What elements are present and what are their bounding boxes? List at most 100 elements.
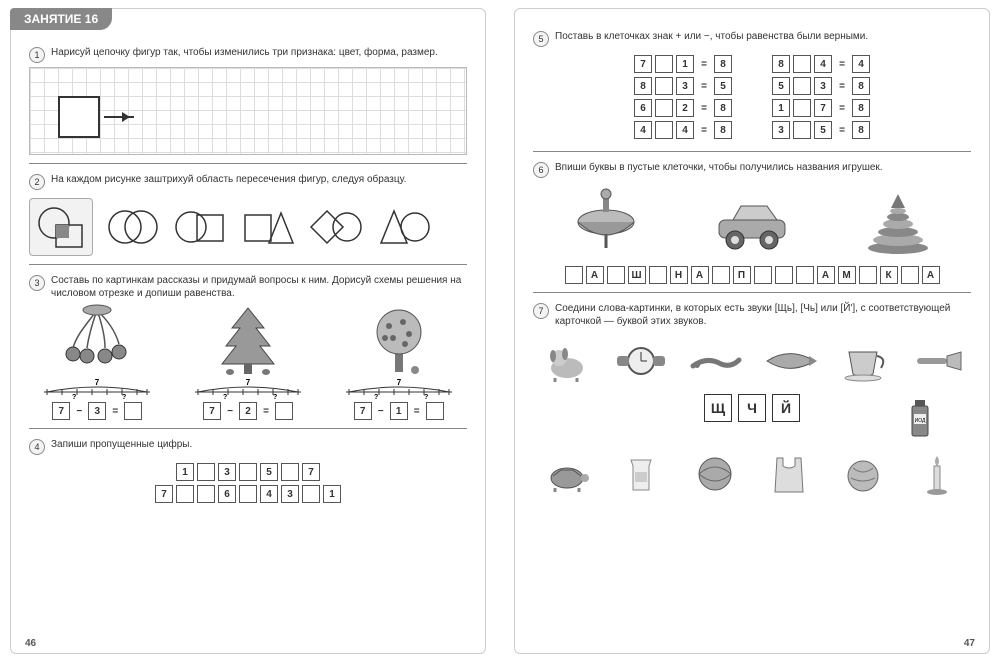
sign-cell-blank[interactable] bbox=[793, 55, 811, 73]
sign-cell-blank[interactable] bbox=[793, 99, 811, 117]
puppy-icon[interactable] bbox=[539, 338, 595, 384]
svg-text:7: 7 bbox=[95, 378, 100, 387]
eq-cell: 7 bbox=[52, 402, 70, 420]
number-cell[interactable] bbox=[239, 463, 257, 481]
t4-row-1[interactable]: 1357 bbox=[176, 463, 320, 481]
task-5: 5 Поставь в клеточках знак + или −, чтоб… bbox=[533, 31, 971, 152]
number-cell[interactable] bbox=[239, 485, 257, 503]
t5-equation[interactable]: 17=8 bbox=[772, 99, 870, 117]
turtle-icon[interactable] bbox=[539, 450, 595, 496]
letter-cell-blank[interactable] bbox=[649, 266, 667, 284]
number-cell: 6 bbox=[218, 485, 236, 503]
letter-cell-blank[interactable] bbox=[712, 266, 730, 284]
fig-circle-square[interactable] bbox=[171, 201, 229, 253]
sign-cell-blank[interactable] bbox=[793, 77, 811, 95]
fig-circles[interactable] bbox=[103, 201, 161, 253]
cabbage-icon[interactable] bbox=[835, 450, 891, 496]
letter-cell: Н bbox=[670, 266, 688, 284]
number-cell[interactable] bbox=[281, 463, 299, 481]
letter-cell: А bbox=[586, 266, 604, 284]
number-cell: 8 bbox=[852, 99, 870, 117]
number-line: 7 ? ? bbox=[193, 378, 303, 400]
number-cell: 4 bbox=[852, 55, 870, 73]
task-7: 7 Соедини слова-картинки, в которых есть… bbox=[533, 303, 971, 510]
t4-row-2[interactable]: 76431 bbox=[155, 485, 341, 503]
candle-icon[interactable] bbox=[909, 450, 965, 496]
letter-card[interactable]: Щ bbox=[704, 394, 732, 422]
eq-op: − bbox=[72, 406, 86, 417]
sign-cell-blank[interactable] bbox=[793, 121, 811, 139]
number-cell[interactable] bbox=[197, 485, 215, 503]
task-number: 2 bbox=[29, 174, 45, 190]
equals-sign: = bbox=[697, 81, 711, 92]
eq-cell-blank[interactable] bbox=[275, 402, 293, 420]
letter-cell-blank[interactable] bbox=[754, 266, 772, 284]
iodine-bottle-icon[interactable]: ИОД bbox=[892, 394, 948, 440]
fig-square-triangle[interactable] bbox=[239, 201, 297, 253]
task-text: Составь по картинкам рассказы и придумай… bbox=[51, 275, 467, 300]
t6-cells[interactable]: АШНАПАМКА bbox=[533, 266, 971, 284]
drawing-grid[interactable] bbox=[29, 67, 467, 155]
equals-sign: = bbox=[697, 59, 711, 70]
task-number: 4 bbox=[29, 439, 45, 455]
svg-text:7: 7 bbox=[396, 378, 401, 387]
eq-cell: 3 bbox=[88, 402, 106, 420]
sample-overlap-icon bbox=[30, 199, 94, 257]
ball-icon[interactable] bbox=[687, 450, 743, 496]
eq-cell-blank[interactable] bbox=[426, 402, 444, 420]
equation[interactable]: 7 − 3 = bbox=[52, 402, 142, 420]
tank-top-icon[interactable] bbox=[761, 450, 817, 496]
apple-tree-icon bbox=[359, 304, 439, 376]
yogurt-icon[interactable] bbox=[613, 450, 669, 496]
fig-triangle-circle[interactable] bbox=[375, 201, 433, 253]
letter-card[interactable]: Й bbox=[772, 394, 800, 422]
letter-cell-blank[interactable] bbox=[901, 266, 919, 284]
t5-equation[interactable]: 62=8 bbox=[634, 99, 732, 117]
brush-icon[interactable] bbox=[909, 338, 965, 384]
number-cell: 1 bbox=[323, 485, 341, 503]
number-cell: 4 bbox=[676, 121, 694, 139]
t5-equation[interactable]: 53=8 bbox=[772, 77, 870, 95]
letter-cell-blank[interactable] bbox=[796, 266, 814, 284]
number-cell[interactable] bbox=[302, 485, 320, 503]
sign-cell-blank[interactable] bbox=[655, 77, 673, 95]
watch-icon[interactable] bbox=[613, 338, 669, 384]
task-text: Запиши пропущенные цифры. bbox=[51, 439, 192, 452]
arrow-icon bbox=[104, 116, 134, 118]
equation[interactable]: 7 − 1 = bbox=[354, 402, 444, 420]
letter-cell: М bbox=[838, 266, 856, 284]
equals-sign: = bbox=[835, 81, 849, 92]
t5-equation[interactable]: 71=8 bbox=[634, 55, 732, 73]
number-cell: 8 bbox=[772, 55, 790, 73]
t5-equation[interactable]: 35=8 bbox=[772, 121, 870, 139]
pike-fish-icon[interactable] bbox=[761, 338, 817, 384]
number-cell[interactable] bbox=[176, 485, 194, 503]
t5-equation[interactable]: 83=5 bbox=[634, 77, 732, 95]
shapes-row bbox=[29, 194, 467, 256]
letter-cell: А bbox=[922, 266, 940, 284]
sign-cell-blank[interactable] bbox=[655, 99, 673, 117]
equation[interactable]: 7 − 2 = bbox=[203, 402, 293, 420]
svg-text:ИОД: ИОД bbox=[915, 418, 926, 424]
sign-cell-blank[interactable] bbox=[655, 121, 673, 139]
letter-cell-blank[interactable] bbox=[607, 266, 625, 284]
letter-cell-blank[interactable] bbox=[565, 266, 583, 284]
t3-col-2: 7 ? ? 7 − 2 = bbox=[193, 304, 303, 420]
letter-card[interactable]: Ч bbox=[738, 394, 766, 422]
task-4: 4 Запиши пропущенные цифры. 1357 76431 bbox=[29, 439, 467, 511]
sign-cell-blank[interactable] bbox=[655, 55, 673, 73]
teacup-icon[interactable] bbox=[835, 338, 891, 384]
letter-cell-blank[interactable] bbox=[859, 266, 877, 284]
t7-grid[interactable]: Щ Ч Й ИОД bbox=[533, 332, 971, 502]
lizard-icon[interactable] bbox=[687, 338, 743, 384]
t5-equation[interactable]: 44=8 bbox=[634, 121, 732, 139]
t5-equation[interactable]: 84=4 bbox=[772, 55, 870, 73]
number-cell: 5 bbox=[260, 463, 278, 481]
pyramid-toy-icon bbox=[853, 186, 943, 256]
eq-cell-blank[interactable] bbox=[124, 402, 142, 420]
fig-diamond-circle[interactable] bbox=[307, 201, 365, 253]
number-cell[interactable] bbox=[197, 463, 215, 481]
task-number: 5 bbox=[533, 31, 549, 47]
letter-cell-blank[interactable] bbox=[775, 266, 793, 284]
t5-right-col: 84=453=817=835=8 bbox=[772, 55, 870, 139]
